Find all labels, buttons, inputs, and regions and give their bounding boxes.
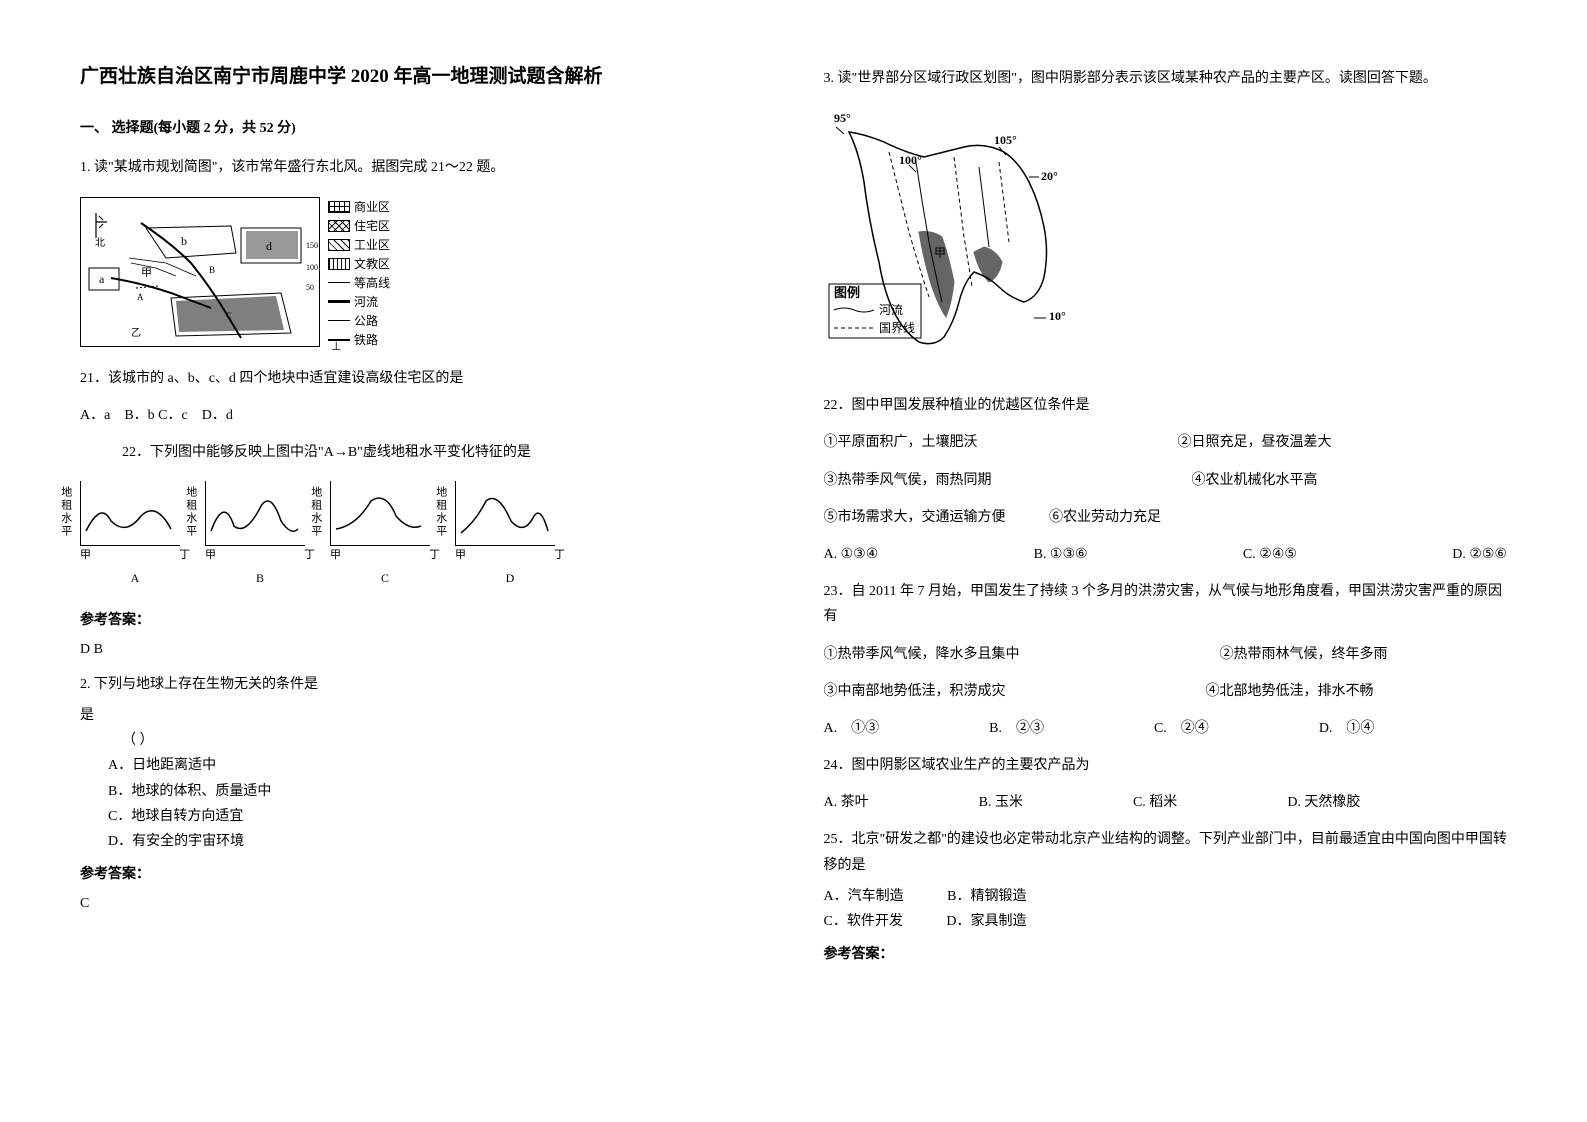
svg-text:B: B	[209, 265, 215, 275]
q3-sub22-row3: ⑤市场需求大，交通运输方便 ⑥农业劳动力充足	[824, 505, 1508, 530]
svg-text:河流: 河流	[879, 303, 903, 317]
q3-sub23-row2: ③中南部地势低洼，积涝成灾 ④北部地势低洼，排水不畅	[824, 679, 1508, 704]
legend-industrial: 工业区	[354, 236, 390, 254]
svg-text:图例: 图例	[834, 285, 860, 300]
q2-stem-sub: 是	[80, 703, 764, 728]
q2-stem: 2. 下列与地球上存在生物无关的条件是	[80, 672, 764, 697]
lon-95: 95°	[834, 111, 851, 125]
svg-text:北: 北	[95, 237, 105, 249]
q1-stem: 1. 读"某城市规划简图"，该市常年盛行东北风。据图完成 21～22 题。	[80, 155, 764, 180]
q1-answer-label: 参考答案：	[80, 608, 764, 633]
q2-answer: C	[80, 891, 764, 916]
svg-text:150: 150	[306, 241, 318, 250]
q3-sub23-row1: ①热带季风气候，降水多且集中 ②热带雨林气候，终年多雨	[824, 642, 1508, 667]
q2-opt-b: B．地球的体积、质量适中	[80, 779, 764, 804]
legend-railway: 铁路	[354, 331, 378, 349]
q3-map: 95° 100° 105° 20° 10°	[824, 102, 1084, 382]
q1-sub21-options: A．a B．b C．c D．d	[80, 403, 764, 428]
q3-sub23-stem: 23．自 2011 年 7 月始，甲国发生了持续 3 个多月的洪涝灾害，从气候与…	[824, 579, 1508, 629]
q1-answer: D B	[80, 637, 764, 662]
page-container: 广西壮族自治区南宁市周鹿中学 2020 年高一地理测试题含解析 一、 选择题(每…	[80, 60, 1507, 1062]
svg-text:甲: 甲	[934, 246, 946, 260]
q3-sub25-opts-row1: A．汽车制造 B．精钢锻造	[824, 884, 1508, 909]
chart-a: 地租水平 甲丁 A	[80, 481, 190, 589]
q3-sub22-opts: A. ①③④ B. ①③⑥ C. ②④⑤ D. ②⑤⑥	[824, 542, 1508, 567]
section-1-header: 一、 选择题(每小题 2 分，共 52 分)	[80, 116, 764, 141]
left-column: 广西壮族自治区南宁市周鹿中学 2020 年高一地理测试题含解析 一、 选择题(每…	[80, 60, 764, 1062]
q1-figure: 北 a b d c 甲 A B 乙	[80, 197, 764, 350]
q2-opt-a: A．日地距离适中	[80, 753, 764, 778]
svg-text:国界线: 国界线	[879, 321, 915, 335]
q3-sub24-opts: A. 茶叶 B. 玉米 C. 稻米 D. 天然橡胶	[824, 790, 1508, 815]
legend-residential: 住宅区	[354, 217, 390, 235]
q2-opt-c: C．地球自转方向适宜	[80, 804, 764, 829]
legend-commercial: 商业区	[354, 198, 390, 216]
chart-b: 地租水平 甲丁 B	[205, 481, 315, 589]
q3-answer-label: 参考答案：	[824, 942, 1508, 967]
q3-sub23-opts: A. ①③ B. ②③ C. ②④ D. ①④	[824, 716, 1508, 741]
svg-text:乙: 乙	[131, 327, 141, 339]
lat-20: 20°	[1041, 169, 1058, 183]
q3-sub25-stem: 25．北京"研发之都"的建设也必定带动北京产业结构的调整。下列产业部门中，目前最…	[824, 827, 1508, 877]
q2-paren: （ ）	[122, 728, 764, 753]
svg-text:50: 50	[306, 283, 314, 292]
q3-sub22-row1: ①平原面积广，土壤肥沃 ②日照充足，昼夜温差大	[824, 430, 1508, 455]
legend-contour: 等高线	[354, 274, 390, 292]
q3-sub22-row2: ③热带季风气侯，雨热同期 ④农业机械化水平高	[824, 468, 1508, 493]
svg-text:100: 100	[306, 263, 318, 272]
q3-sub24-stem: 24．图中阴影区域农业生产的主要农产品为	[824, 753, 1508, 778]
legend-cultural: 文教区	[354, 255, 390, 273]
svg-text:b: b	[181, 234, 187, 248]
chart-c: 地租水平 甲丁 C	[330, 481, 440, 589]
legend-river: 河流	[354, 293, 378, 311]
q1-sub21: 21．该城市的 a、b、c、d 四个地块中适宜建设高级住宅区的是	[80, 366, 764, 391]
q3-stem: 3. 读"世界部分区域行政区划图"，图中阴影部分表示该区域某种农产品的主要产区。…	[824, 66, 1508, 91]
lon-105: 105°	[994, 133, 1017, 147]
legend-highway: 公路	[354, 312, 378, 330]
right-column: 3. 读"世界部分区域行政区划图"，图中阴影部分表示该区域某种农产品的主要产区。…	[824, 60, 1508, 1062]
q3-sub22-stem: 22．图中甲国发展种植业的优越区位条件是	[824, 393, 1508, 418]
q1-legend: 商业区 住宅区 工业区 文教区 等高线 河流 公路 ⊥铁路	[328, 197, 408, 350]
svg-text:a: a	[99, 272, 105, 286]
q3-sub25-opts-row2: C．软件开发 D．家具制造	[824, 909, 1508, 934]
lat-10: 10°	[1049, 309, 1066, 323]
svg-text:A: A	[137, 292, 144, 302]
q2-opt-d: D．有安全的宇宙环境	[80, 829, 764, 854]
q1-sub22: 22．下列图中能够反映上图中沿"A→B"虚线地租水平变化特征的是	[122, 440, 764, 465]
city-plan-map: 北 a b d c 甲 A B 乙	[80, 197, 320, 347]
chart-d: 地租水平 甲丁 D	[455, 481, 565, 589]
document-title: 广西壮族自治区南宁市周鹿中学 2020 年高一地理测试题含解析	[80, 60, 764, 94]
svg-text:甲: 甲	[141, 267, 152, 279]
svg-text:c: c	[226, 307, 231, 321]
q2-answer-label: 参考答案：	[80, 862, 764, 887]
q1-charts: 地租水平 甲丁 A 地租水平 甲丁 B 地租水平 甲丁	[80, 481, 764, 589]
